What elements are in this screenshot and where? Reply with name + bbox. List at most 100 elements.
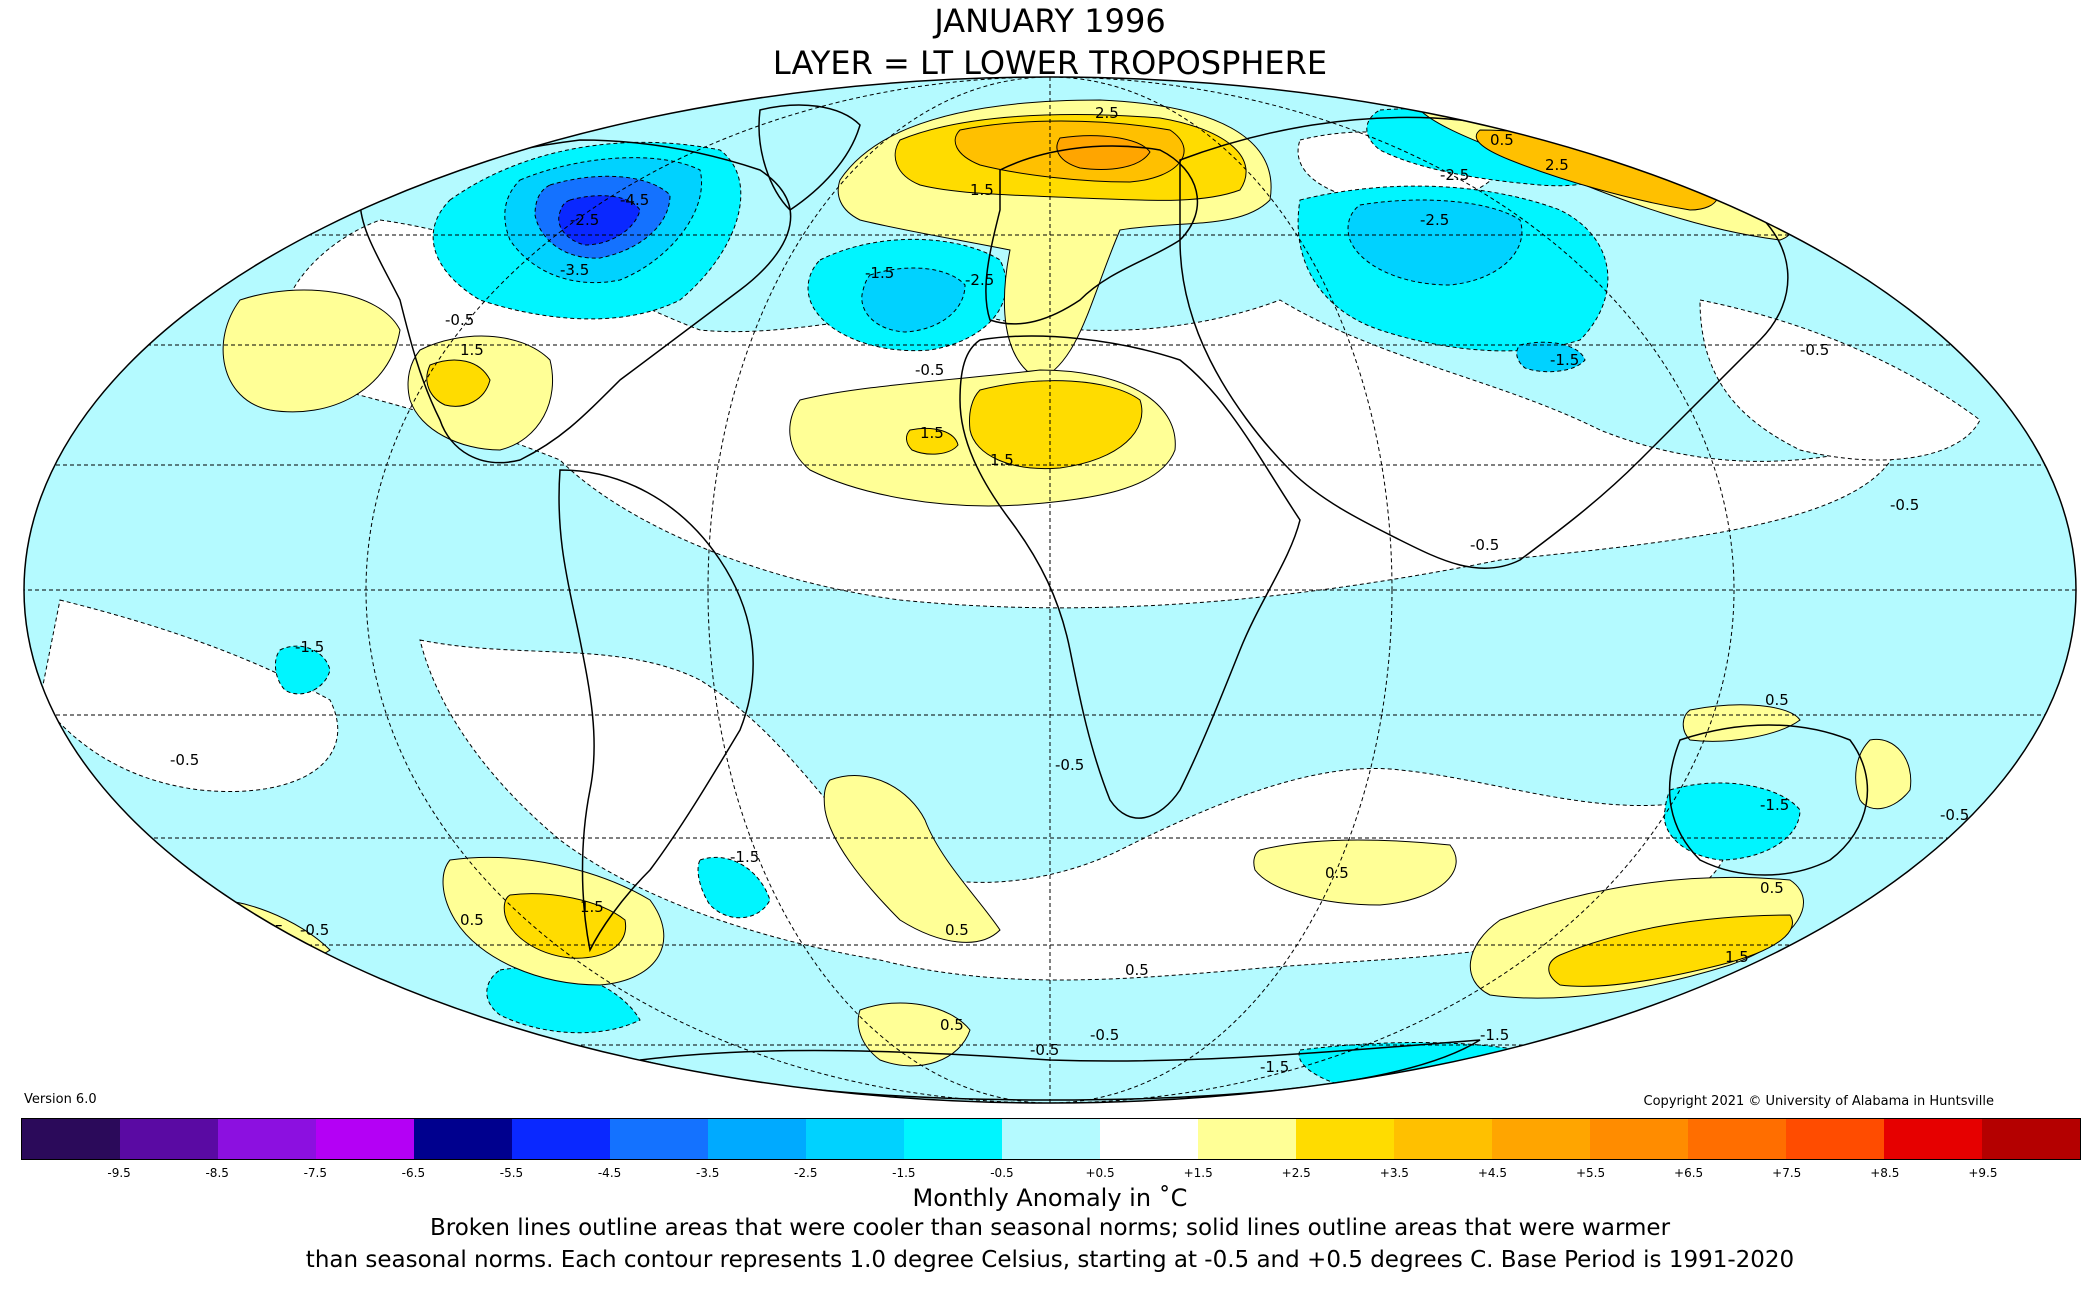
contour-label: -0.5 xyxy=(1940,806,1969,824)
contour-labels: -2.5 -4.5 -3.5 -0.5 1.5 -1.5 -2.5 -0.5 1… xyxy=(170,104,1969,1076)
contour-label: 2.5 xyxy=(1545,156,1569,174)
warm-region-americas xyxy=(426,359,491,407)
warm-region-americas xyxy=(222,289,401,413)
graticule xyxy=(24,77,2076,1103)
map-title: JANUARY 1996 LAYER = LT LOWER TROPOSPHER… xyxy=(0,0,2100,84)
colorbar-tick-label: -8.5 xyxy=(205,1166,229,1180)
contour-label: 1.5 xyxy=(920,424,944,442)
warm-region-atlantic-south xyxy=(823,775,1001,943)
contour-label: -0.5 xyxy=(445,311,474,329)
contour-label: 0.5 xyxy=(1325,864,1349,882)
contour-label: -2.5 xyxy=(1420,211,1449,229)
contour-label: -1.5 xyxy=(1480,1026,1509,1044)
contour-label: -2.5 xyxy=(965,271,994,289)
warm-region-antarctic xyxy=(857,1002,971,1067)
colorbar-tick-label: +3.5 xyxy=(1379,1166,1409,1180)
contour-label: -3.5 xyxy=(560,261,589,279)
colorbar-tick-label: +1.5 xyxy=(1183,1166,1213,1180)
colorbar-tick-label: +4.5 xyxy=(1477,1166,1507,1180)
coastline-europe xyxy=(985,145,1199,325)
contour-label: -1.5 xyxy=(1550,351,1579,369)
contour-label: -0.5 xyxy=(1030,1041,1059,1059)
cool-region-southern xyxy=(1663,782,1801,861)
contour-label: -1.5 xyxy=(1260,1058,1289,1076)
neutral-region xyxy=(39,599,339,792)
caption: Broken lines outline areas that were coo… xyxy=(0,1212,2100,1276)
caption-line-1: Broken lines outline areas that were coo… xyxy=(429,1215,1671,1241)
contour-label: -1.5 xyxy=(1760,796,1789,814)
warm-region-africa xyxy=(906,427,959,455)
warm-region-australia xyxy=(1855,738,1912,810)
colorbar-tick-label: -5.5 xyxy=(499,1166,524,1180)
copyright-notice: Copyright 2021 © University of Alabama i… xyxy=(1643,1094,1994,1109)
contour-label: -0.5 xyxy=(170,751,199,769)
colorbar-tick-label: -2.5 xyxy=(794,1166,818,1180)
contour-label: -0.5 xyxy=(915,361,944,379)
colorbar-segment xyxy=(904,1119,1002,1159)
contour-label: -0.5 xyxy=(1055,756,1084,774)
contour-label: 0.5 xyxy=(460,911,484,929)
colorbar xyxy=(21,1118,2081,1160)
contour-label: 2.5 xyxy=(1095,104,1119,122)
contour-label: 0.5 xyxy=(1125,961,1149,979)
contour-label: 1.5 xyxy=(460,341,484,359)
contour-label: -4.5 xyxy=(620,191,649,209)
colorbar-tick-label: -1.5 xyxy=(892,1166,916,1180)
colorbar-tick-label: -0.5 xyxy=(990,1166,1014,1180)
contour-label: -0.5 xyxy=(300,921,329,939)
contour-label: 1.5 xyxy=(970,181,994,199)
warm-region-europe xyxy=(1056,135,1151,170)
colorbar-segment xyxy=(1100,1119,1198,1159)
colorbar-segment xyxy=(218,1119,316,1159)
colorbar-segment xyxy=(806,1119,904,1159)
caption-line-2: than seasonal norms. Each contour repres… xyxy=(305,1247,1795,1273)
colorbar-segment xyxy=(1002,1119,1100,1159)
colorbar-segment xyxy=(1590,1119,1688,1159)
colorbar-tick-label: +5.5 xyxy=(1575,1166,1606,1180)
colorbar-tick-label: +8.5 xyxy=(1870,1166,1900,1180)
warm-region-indian xyxy=(1253,839,1457,906)
contour-label: 1.5 xyxy=(990,451,1014,469)
coastline-antarctica xyxy=(639,1039,1481,1101)
contour-label: -0.5 xyxy=(1800,341,1829,359)
cool-region-atlantic xyxy=(861,267,966,333)
colorbar-segment xyxy=(316,1119,414,1159)
contour-label: 0.5 xyxy=(1490,131,1514,149)
cool-region-southern xyxy=(486,967,641,1034)
warm-region-south-pacific xyxy=(1548,914,1793,987)
coastline-north-america xyxy=(359,139,792,464)
warm-region-africa xyxy=(969,380,1143,470)
contour-label: -1.5 xyxy=(865,264,894,282)
colorbar-segment xyxy=(512,1119,610,1159)
contour-label: 1.5 xyxy=(1725,948,1749,966)
title-month: JANUARY 1996 xyxy=(934,2,1166,40)
contour-label: -1.5 xyxy=(295,638,324,656)
coastlines xyxy=(359,104,1869,1101)
colorbar-axis-label: Monthly Anomaly in ˚C xyxy=(912,1184,1188,1212)
globe-outline xyxy=(23,76,2077,1104)
colorbar-segment xyxy=(1982,1119,2080,1159)
contour-label: -2.5 xyxy=(570,211,599,229)
coastline-south-america xyxy=(558,469,754,953)
cool-region-southern xyxy=(1298,1042,1521,1087)
colorbar-segment xyxy=(1296,1119,1394,1159)
colorbar-segment xyxy=(120,1119,218,1159)
coastline-greenland xyxy=(758,104,861,211)
colorbar-tick-label: -9.5 xyxy=(107,1166,131,1180)
cool-region-southern xyxy=(274,645,331,695)
warm-region-australia xyxy=(1682,704,1801,742)
colorbar-segment xyxy=(1198,1119,1296,1159)
colorbar-tick-label: -7.5 xyxy=(303,1166,327,1180)
contour-label: -2.5 xyxy=(1440,166,1469,184)
contour-label: 0.5 xyxy=(940,1016,964,1034)
contour-label: -0.5 xyxy=(1470,536,1499,554)
colorbar-tick-label: -4.5 xyxy=(597,1166,622,1180)
contour-label: 0.5 xyxy=(1760,879,1784,897)
contour-label: 0.5 xyxy=(1765,691,1789,709)
colorbar-tick-label: +0.5 xyxy=(1085,1166,1115,1180)
cool-region-southern xyxy=(697,856,771,919)
cool-region-north-america xyxy=(558,195,641,246)
title-layer: LAYER = LT LOWER TROPOSPHERE xyxy=(772,44,1328,82)
contour-label: -0.5 xyxy=(1890,496,1919,514)
colorbar-segment xyxy=(1394,1119,1492,1159)
